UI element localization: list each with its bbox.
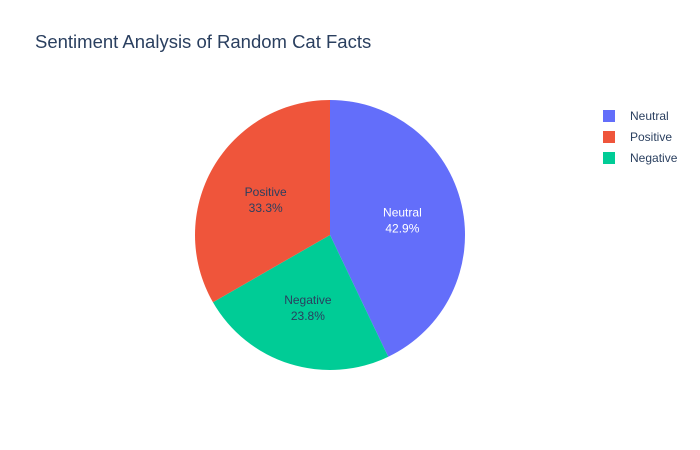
pie-slice-positive[interactable] — [195, 100, 330, 303]
legend-item-neutral[interactable]: Neutral — [603, 105, 677, 126]
chart-title: Sentiment Analysis of Random Cat Facts — [35, 31, 372, 52]
pie-slice-negative[interactable] — [212, 235, 389, 370]
legend-label-positive: Positive — [630, 129, 673, 144]
slice-label-neutral: Neutral 42.9% — [383, 206, 422, 236]
slice-name-negative: Negative — [284, 293, 332, 307]
slice-label-positive: Positive 33.3% — [245, 185, 287, 215]
slice-percent-negative: 23.8% — [291, 309, 325, 323]
legend-swatch-neutral — [603, 109, 615, 122]
legend-swatch-negative — [603, 151, 615, 164]
legend-label-negative: Negative — [630, 150, 678, 165]
slice-percent-neutral: 42.9% — [385, 222, 419, 236]
legend-item-positive[interactable]: Positive — [603, 126, 677, 147]
slice-name-neutral: Neutral — [383, 206, 422, 220]
legend: Neutral Positive Negative — [603, 105, 677, 168]
legend-item-negative[interactable]: Negative — [603, 147, 677, 168]
slice-percent-positive: 33.3% — [249, 201, 283, 215]
slice-name-positive: Positive — [245, 185, 287, 199]
legend-swatch-positive — [603, 130, 615, 143]
pie-slice-neutral[interactable] — [330, 100, 466, 357]
slice-label-negative: Negative 23.8% — [284, 293, 332, 323]
legend-label-neutral: Neutral — [630, 108, 669, 123]
